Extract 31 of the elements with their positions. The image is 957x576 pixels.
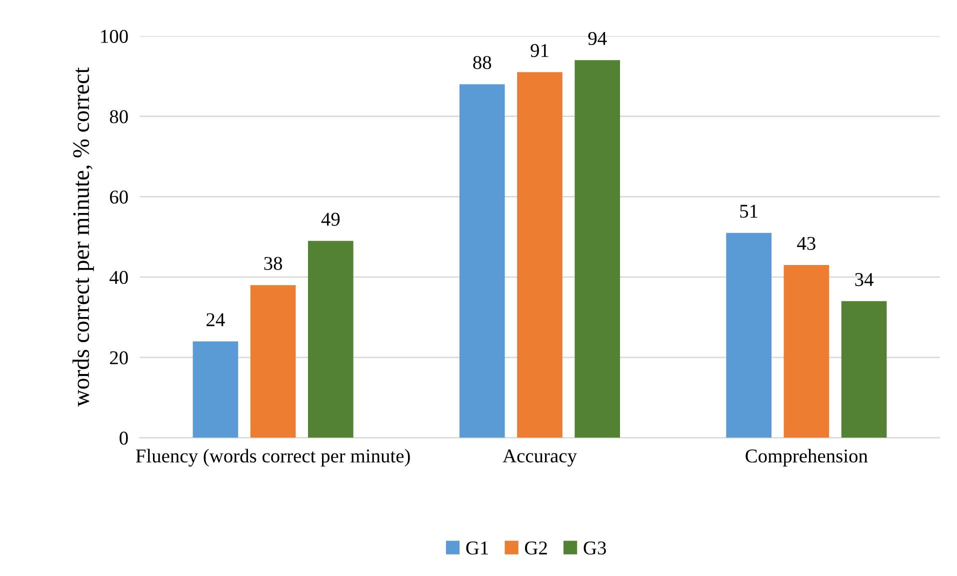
y-tick-label: 100 (101, 30, 128, 43)
legend-label: G1 (466, 541, 488, 555)
bar (841, 301, 887, 438)
data-label: 49 (321, 212, 340, 226)
y-tick-label: 40 (110, 270, 128, 284)
bar (784, 265, 830, 438)
bar (726, 232, 772, 438)
bar (517, 72, 562, 438)
legend-label: G3 (584, 541, 606, 555)
x-tick-label: Comprehension (746, 448, 868, 467)
y-tick-label: 80 (110, 110, 128, 124)
data-label: 88 (473, 56, 492, 70)
x-tick-label: Fluency (words correct per minute) (136, 448, 410, 467)
x-tick-label: Accuracy (502, 449, 577, 467)
legend-label: G2 (524, 541, 547, 555)
y-tick-label: 0 (120, 432, 128, 445)
bar (574, 60, 620, 438)
y-tick-label: 60 (110, 190, 128, 204)
bar (308, 240, 354, 438)
data-label: 91 (530, 44, 548, 58)
bar (459, 84, 505, 438)
bar (192, 341, 238, 438)
data-label: 34 (855, 273, 874, 286)
data-label: 51 (740, 204, 758, 218)
data-label: 38 (264, 256, 282, 270)
data-label: 24 (206, 313, 225, 326)
y-axis-title: words correct per minute, % correct (72, 67, 94, 407)
data-label: 94 (588, 32, 607, 46)
y-tick-label: 20 (110, 351, 128, 364)
data-label: 43 (797, 236, 816, 250)
bar (250, 285, 296, 438)
